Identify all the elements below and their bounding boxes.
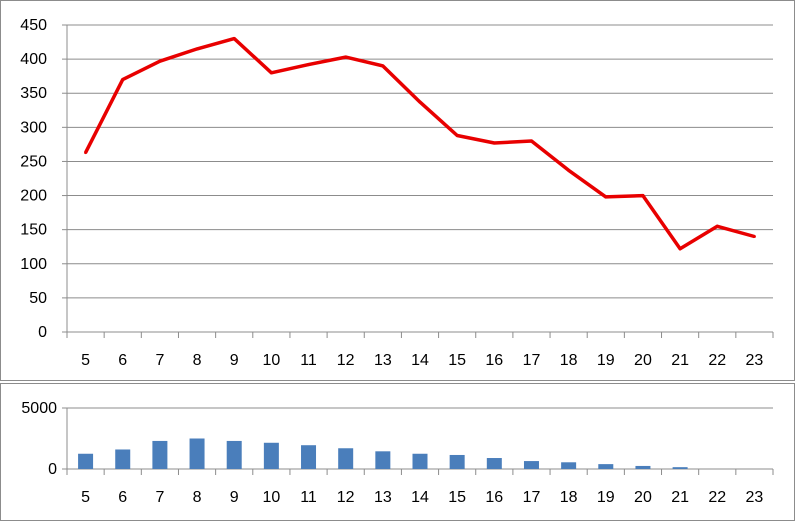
data-point bbox=[492, 141, 496, 145]
line-chart: 0 50 100 150 200 250 300 350 400 450 5 6 7 8 9 10 11 12 13… bbox=[20, 17, 774, 369]
x-tick-label: 19 bbox=[597, 489, 615, 506]
data-point bbox=[195, 47, 199, 51]
x-tick-label: 9 bbox=[230, 352, 239, 369]
data-point bbox=[567, 168, 571, 172]
x-tick-label: 18 bbox=[560, 489, 578, 506]
bar bbox=[635, 465, 651, 469]
x-tick-label: 5 bbox=[81, 352, 90, 369]
x-tick-label: 8 bbox=[193, 352, 202, 369]
x-tick-label: 20 bbox=[634, 352, 652, 369]
data-point bbox=[529, 139, 533, 143]
bar-chart: 0 5000 5 6 7 8 9 10 11 12 13 14 15 16 17 18 19 20 21 22 23 bbox=[21, 400, 774, 506]
y-tick-label: 350 bbox=[20, 85, 47, 102]
x-tick-label: 5 bbox=[81, 489, 90, 506]
series-line bbox=[84, 36, 755, 251]
x-tick-label: 7 bbox=[155, 352, 164, 369]
data-point bbox=[307, 63, 311, 67]
y-tick-label: 250 bbox=[20, 153, 47, 170]
y-tick-label: 0 bbox=[48, 461, 57, 478]
x-tick-label: 21 bbox=[671, 352, 689, 369]
data-point bbox=[604, 195, 608, 199]
x-tick-label: 14 bbox=[411, 489, 429, 506]
bar bbox=[263, 442, 279, 469]
data-point bbox=[344, 55, 348, 59]
x-tick-label: 11 bbox=[300, 352, 317, 369]
bar bbox=[523, 461, 539, 469]
x-tick-label: 9 bbox=[230, 489, 239, 506]
x-tick-label: 23 bbox=[746, 352, 764, 369]
y-tick-label: 450 bbox=[20, 17, 47, 34]
bar bbox=[152, 440, 168, 469]
x-tick-label: 10 bbox=[262, 489, 280, 506]
data-point bbox=[641, 194, 645, 198]
x-tick-label: 12 bbox=[337, 489, 355, 506]
y-tick-label: 400 bbox=[20, 51, 47, 68]
y-tick-label: 0 bbox=[38, 324, 47, 341]
data-point bbox=[158, 59, 162, 63]
x-tick-label: 17 bbox=[523, 352, 541, 369]
bar bbox=[189, 438, 205, 469]
bar bbox=[598, 464, 614, 469]
data-point bbox=[455, 134, 459, 138]
data-point bbox=[678, 247, 682, 251]
data-point bbox=[752, 234, 756, 238]
bar bbox=[375, 451, 391, 469]
x-tick-label: 10 bbox=[262, 352, 280, 369]
bar-chart-panel: 0 5000 5 6 7 8 9 10 11 12 13 14 15 16 17 18 19 20 21 22 23 bbox=[0, 383, 795, 521]
line-chart-panel: 0 50 100 150 200 250 300 350 400 450 5 6 7 8 9 10 11 12 13… bbox=[0, 0, 795, 381]
data-point bbox=[269, 71, 273, 75]
bar bbox=[561, 462, 577, 469]
x-tick-label: 14 bbox=[411, 352, 429, 369]
bar bbox=[115, 449, 131, 469]
data-point bbox=[381, 64, 385, 68]
data-point bbox=[418, 100, 422, 104]
x-tick-label: 22 bbox=[708, 489, 726, 506]
x-tick-label: 13 bbox=[374, 352, 392, 369]
x-tick-label: 16 bbox=[485, 352, 503, 369]
bar bbox=[78, 453, 94, 469]
data-point bbox=[715, 224, 719, 228]
y-tick-label: 150 bbox=[20, 222, 47, 239]
x-tick-label: 21 bbox=[671, 489, 689, 506]
x-tick-label: 13 bbox=[374, 489, 392, 506]
x-tick-label: 23 bbox=[746, 489, 764, 506]
data-point bbox=[121, 78, 125, 82]
x-tick-label: 6 bbox=[118, 489, 127, 506]
x-tick-label: 22 bbox=[708, 352, 726, 369]
bar bbox=[449, 454, 465, 469]
bar bbox=[338, 448, 354, 469]
y-tick-label: 200 bbox=[20, 188, 47, 205]
bar bbox=[672, 467, 688, 469]
x-tick-label: 18 bbox=[560, 352, 578, 369]
y-tick-label: 50 bbox=[29, 290, 47, 307]
x-tick-label: 19 bbox=[597, 352, 615, 369]
x-tick-label: 6 bbox=[118, 352, 127, 369]
y-tick-label: 300 bbox=[20, 119, 47, 136]
data-point bbox=[84, 151, 88, 155]
data-point bbox=[232, 37, 236, 41]
x-tick-label: 8 bbox=[193, 489, 202, 506]
bar bbox=[301, 445, 317, 469]
x-tick-label: 11 bbox=[300, 489, 317, 506]
bar bbox=[486, 458, 502, 469]
x-tick-label: 16 bbox=[485, 489, 503, 506]
x-tick-label: 20 bbox=[634, 489, 652, 506]
x-tick-label: 15 bbox=[448, 352, 466, 369]
x-tick-label: 7 bbox=[155, 489, 164, 506]
x-tick-label: 15 bbox=[448, 489, 466, 506]
bar bbox=[226, 440, 242, 469]
y-tick-label: 100 bbox=[20, 256, 47, 273]
y-tick-label: 5000 bbox=[21, 400, 57, 417]
bar bbox=[412, 453, 428, 469]
x-tick-label: 12 bbox=[337, 352, 355, 369]
x-tick-label: 17 bbox=[523, 489, 541, 506]
